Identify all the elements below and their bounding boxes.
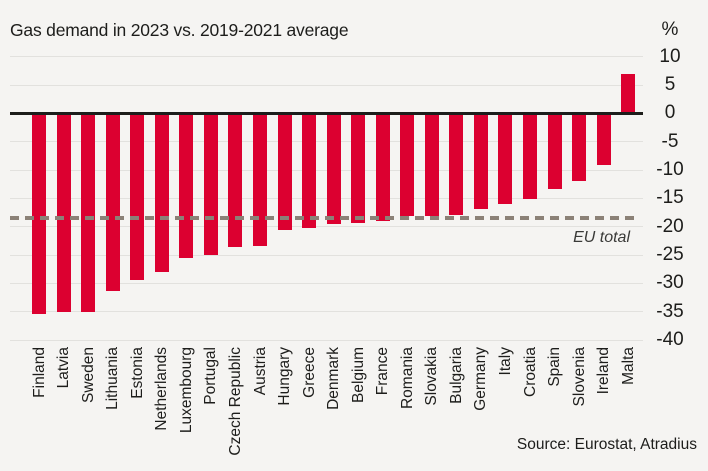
x-axis-category-label: Ireland (595, 347, 613, 395)
bar (56, 113, 71, 313)
eu-total-reference-line (10, 215, 634, 220)
bar (547, 113, 562, 190)
chart-title: Gas demand in 2023 vs. 2019-2021 average (10, 20, 349, 40)
x-axis-category-label: Germany (472, 347, 490, 411)
bar (424, 113, 439, 216)
zero-axis-line (10, 111, 643, 115)
x-axis-category-label: Denmark (325, 347, 343, 410)
bar (81, 113, 96, 312)
gridline (10, 282, 643, 284)
y-axis-tick-label: -35 (656, 300, 684, 322)
gridline (10, 254, 643, 256)
x-axis-category-label: Netherlands (153, 347, 171, 431)
x-axis-category-label: Croatia (521, 347, 539, 397)
y-axis-tick-label: -20 (656, 215, 684, 237)
y-axis-tick-label: -40 (656, 329, 684, 350)
x-axis-category-label: Estonia (128, 347, 146, 399)
y-axis-tick-label: 5 (664, 74, 676, 95)
gridline (10, 311, 643, 313)
bar (449, 113, 464, 216)
bar (32, 113, 46, 315)
x-axis-category-label: Finland (30, 347, 48, 398)
x-axis-category-label: France (374, 347, 392, 396)
bar (179, 113, 194, 259)
x-axis-category-label: Belgium (349, 347, 367, 403)
bar (203, 113, 218, 256)
gridline (10, 226, 643, 228)
gridline (10, 169, 643, 171)
bar (326, 113, 341, 225)
gridline (10, 141, 643, 143)
bar (351, 113, 366, 224)
bar (375, 113, 390, 221)
x-axis-category-label: Hungary (276, 347, 293, 406)
bar (277, 113, 292, 230)
source-attribution: Source: Eurostat, Atradius (516, 436, 697, 453)
bar (498, 113, 513, 205)
y-axis-unit-label: % (661, 19, 679, 40)
bar (572, 113, 587, 182)
y-axis-tick-label: -30 (656, 272, 684, 294)
bar (105, 113, 120, 291)
bar (596, 113, 611, 166)
gridline (10, 84, 643, 86)
x-axis-category-label: Sweden (79, 347, 97, 404)
bar (302, 113, 317, 229)
x-axis-category-label: Italy (496, 347, 514, 376)
x-axis-category-label: Lithuania (104, 347, 122, 410)
x-axis-category-label: Bulgaria (447, 347, 465, 404)
x-axis-category-label: Austria (251, 347, 269, 396)
x-axis-category-label: Romania (398, 347, 416, 410)
bar (523, 113, 537, 199)
x-axis-category-label: Slovenia (570, 347, 588, 407)
bar (228, 113, 243, 247)
gridline (10, 197, 643, 199)
eu-total-annotation: EU total (573, 229, 630, 246)
bar (621, 73, 636, 114)
bar (154, 113, 169, 273)
y-axis-tick-label: 0 (664, 102, 676, 124)
x-axis-category-label: Luxembourg (177, 347, 195, 434)
x-axis-category-label: Portugal (202, 347, 220, 405)
x-axis-category-label: Slovakia (423, 347, 441, 406)
x-axis-category-label: Malta (619, 347, 637, 385)
gridline (10, 56, 643, 58)
y-axis-tick-label: -5 (661, 130, 679, 152)
y-axis-tick-label: 10 (659, 45, 681, 67)
bar (473, 113, 488, 210)
y-axis-tick-label: -10 (656, 159, 684, 180)
gridline (10, 339, 643, 341)
bar (253, 113, 267, 246)
y-axis-tick-label: -15 (656, 187, 684, 209)
x-axis-category-label: Czech Republic (226, 347, 244, 456)
bar (400, 113, 415, 217)
x-axis-category-label: Latvia (55, 347, 72, 389)
y-axis-tick-label: -25 (656, 244, 684, 265)
bar (130, 113, 145, 281)
x-axis-category-label: Spain (546, 347, 564, 387)
x-axis-category-label: Greece (300, 347, 318, 398)
